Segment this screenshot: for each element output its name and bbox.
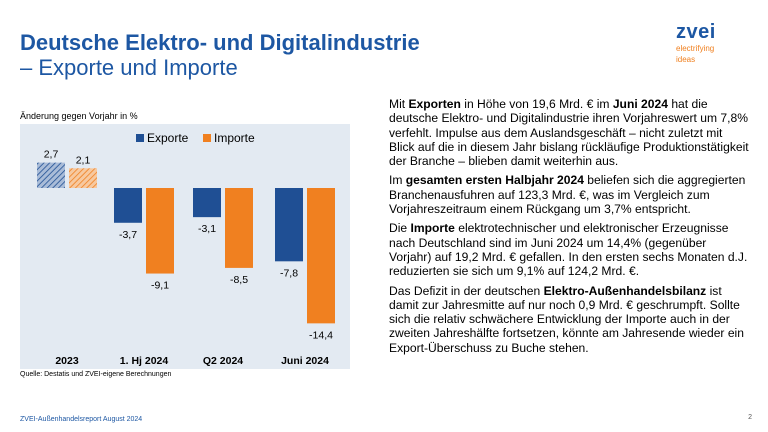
data-label-exporte-1: 2,7	[44, 149, 59, 161]
bar-chart: Exporte Importe 2,7 2,1 -3,7 -9,1 -3,1 -8,5 -7,…	[37, 131, 335, 367]
text-run: ist damit zur Jahresmitte auf nur noch 0…	[389, 283, 744, 355]
bar-exporte-1	[37, 162, 65, 188]
logo-claim-2: ideas	[676, 55, 696, 64]
commentary-text: Mit Exporten in Höhe von 19,6 Mrd. € im …	[389, 97, 751, 360]
bold-text: Exporten	[408, 97, 461, 111]
x-tick-label-4: Juni 2024	[281, 355, 329, 367]
x-tick-label-1: 2023	[55, 355, 79, 367]
text-run: beliefen sich die aggregierten Branchena…	[389, 173, 746, 217]
data-label-exporte-3: -3,1	[198, 223, 216, 235]
paragraph-4: Das Defizit in der deutschen Elektro-Auß…	[389, 284, 751, 355]
legend-label-importe: Importe	[214, 131, 255, 145]
bar-exporte-3	[193, 188, 221, 218]
text-run: Im	[389, 173, 406, 188]
x-tick-label-3: Q2 2024	[203, 355, 243, 367]
text-run: elektrotechnischer und elektronischer Er…	[389, 221, 748, 279]
data-label-importe-2: -9,1	[151, 280, 169, 292]
footer-text: ZVEI-Außenhandelsreport August 2024	[20, 416, 143, 423]
paragraph-1: Mit Exporten in Höhe von 19,6 Mrd. € im …	[389, 97, 751, 168]
data-label-exporte-4: -7,8	[280, 267, 298, 279]
chart-legend: Exporte Importe	[136, 131, 255, 145]
data-label-importe-4: -14,4	[309, 329, 333, 341]
bold-text: Elektro-Außenhandelsbilanz	[543, 283, 707, 298]
page-number: 2	[748, 414, 752, 421]
chart-source: Quelle: Destatis und ZVEI-eigene Berechn…	[20, 371, 172, 378]
text-run: Mit	[389, 97, 409, 111]
text-run: hat die deutsche Elektro- und Digitalind…	[389, 97, 749, 169]
text-run: in Höhe von 19,6 Mrd. € im	[460, 97, 613, 111]
bold-text: Importe	[410, 221, 455, 236]
x-tick-label-2: 1. Hj 2024	[120, 355, 169, 367]
title-line-2: – Exporte und Importe	[20, 55, 238, 80]
zvei-logo: zvei electrifying ideas	[676, 22, 756, 64]
logo-claim-1: electrifying	[676, 44, 715, 53]
page-title: Deutsche Elektro- und Digitalindustrie –…	[20, 30, 580, 80]
bold-text: Juni 2024	[612, 97, 668, 111]
bar-exporte-2	[114, 188, 142, 223]
chart-panel: Exporte Importe 2,7 2,1 -3,7 -9,1 -3,1 -8,5 -7,…	[20, 124, 350, 369]
data-label-exporte-2: -3,7	[119, 229, 137, 241]
paragraph-3: Die Importe elektrotechnischer und elekt…	[389, 221, 751, 278]
bar-importe-4	[307, 188, 335, 324]
data-label-importe-3: -8,5	[230, 274, 248, 286]
bar-importe-2	[146, 188, 174, 274]
legend-label-exporte: Exporte	[147, 131, 189, 145]
title-line-1: Deutsche Elektro- und Digitalindustrie	[20, 30, 420, 55]
logo-word: zvei	[676, 21, 716, 43]
text-run: Das Defizit in der deutschen	[389, 283, 544, 298]
bar-importe-1	[69, 168, 97, 188]
paragraph-2: Im gesamten ersten Halbjahr 2024 beliefe…	[389, 173, 751, 216]
bar-exporte-4	[275, 188, 303, 262]
bold-text: gesamten ersten Halbjahr 2024	[405, 173, 584, 188]
chart-subtitle: Änderung gegen Vorjahr in %	[20, 111, 138, 121]
data-label-importe-1: 2,1	[76, 154, 91, 166]
bar-importe-3	[225, 188, 253, 268]
text-run: Die	[389, 221, 411, 236]
legend-swatch-exporte	[136, 134, 144, 142]
legend-swatch-importe	[203, 134, 211, 142]
